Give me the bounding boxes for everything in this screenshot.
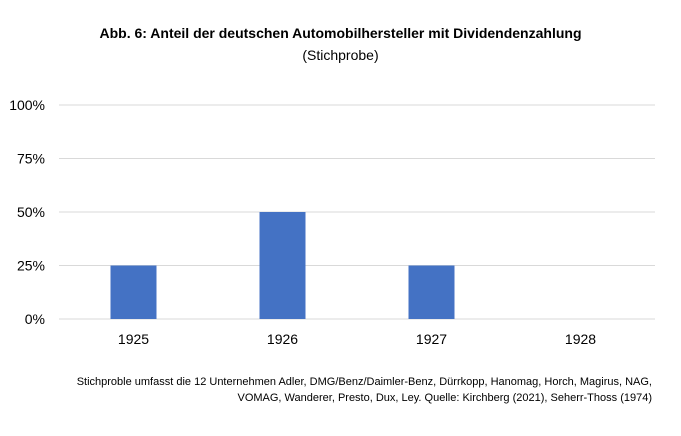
bar-1925 bbox=[110, 265, 157, 319]
x-tick-label: 1925 bbox=[118, 331, 149, 347]
x-tick-label: 1928 bbox=[565, 331, 596, 347]
gridlines bbox=[59, 104, 655, 320]
source-note-line-1: Stichproble umfasst die 12 Unternehmen A… bbox=[76, 376, 652, 388]
y-tick-label: 0% bbox=[25, 311, 45, 327]
y-tick-label: 100% bbox=[9, 97, 45, 113]
chart-subtitle: (Stichprobe) bbox=[302, 47, 379, 63]
bar-1926 bbox=[259, 212, 306, 319]
chart-title: Abb. 6: Anteil der deutschen Automobilhe… bbox=[99, 25, 582, 41]
source-note-line-2: VOMAG, Wanderer, Presto, Dux, Ley. Quell… bbox=[237, 392, 652, 404]
y-tick-label: 75% bbox=[17, 151, 45, 167]
x-axis-tick-labels: 1925 1926 1927 1928 bbox=[118, 331, 596, 347]
source-note: Stichproble umfasst die 12 Unternehmen A… bbox=[12, 374, 652, 406]
x-tick-label: 1927 bbox=[416, 331, 447, 347]
y-tick-label: 50% bbox=[17, 204, 45, 220]
y-axis-tick-labels: 0% 25% 50% 75% 100% bbox=[9, 97, 45, 327]
bars bbox=[110, 212, 455, 319]
y-tick-label: 25% bbox=[17, 258, 45, 274]
x-tick-label: 1926 bbox=[267, 331, 298, 347]
bar-1927 bbox=[408, 265, 455, 319]
